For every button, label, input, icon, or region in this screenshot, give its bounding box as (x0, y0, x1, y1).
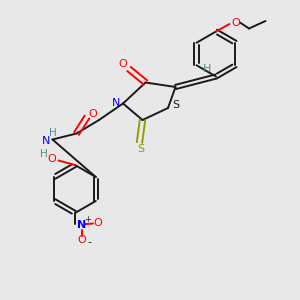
Text: H: H (40, 149, 47, 160)
Text: O: O (232, 17, 241, 28)
Text: O: O (77, 235, 86, 245)
Text: N: N (77, 220, 86, 230)
Text: H: H (49, 128, 57, 139)
Text: O: O (118, 59, 127, 70)
Text: N: N (42, 136, 50, 146)
Text: O: O (93, 218, 102, 229)
Text: S: S (137, 144, 145, 154)
Text: N: N (112, 98, 121, 109)
Text: H: H (203, 64, 211, 74)
Text: O: O (88, 109, 98, 119)
Text: S: S (172, 100, 180, 110)
Text: +: + (84, 214, 91, 224)
Text: -: - (87, 237, 92, 247)
Text: O: O (47, 154, 56, 164)
